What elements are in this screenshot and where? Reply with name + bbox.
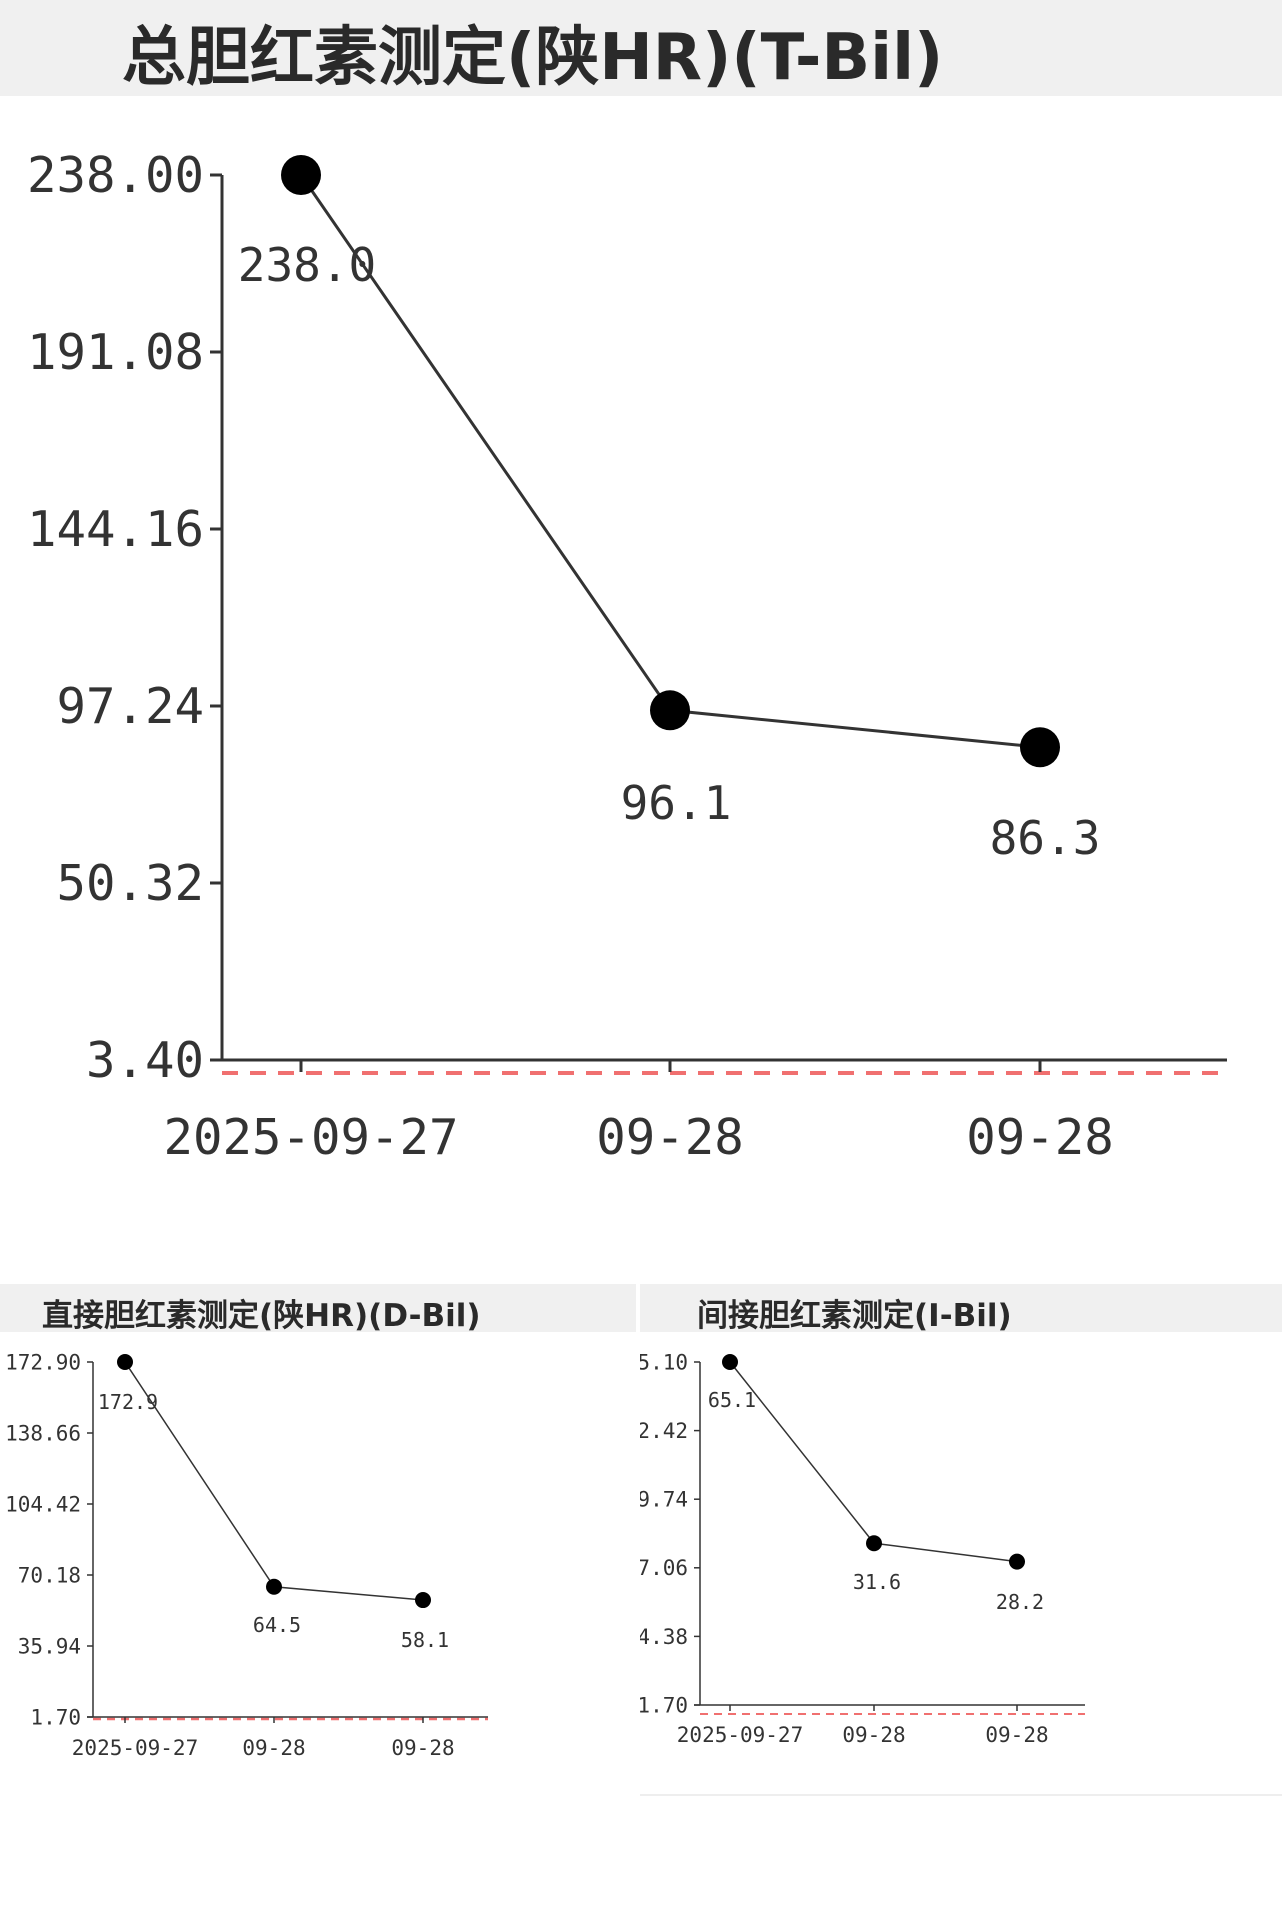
x-tick-label: 09-28 — [596, 1109, 744, 1166]
series-line — [124, 1361, 424, 1601]
y-tick-label: 238.00 — [27, 147, 204, 204]
chart-total-bilirubin: 238.00 191.08 144.16 97.24 50.32 3.40 2025-09-… — [0, 96, 1282, 1246]
divider — [640, 1794, 1282, 1796]
x-tick-label: 09-28 — [985, 1723, 1048, 1747]
x-tick-label: 09-28 — [842, 1723, 905, 1747]
chart-indirect-bilirubin: 65.10 52.42 39.74 27.06 14.38 1.70 2025-09-27 0… — [640, 1332, 1282, 1792]
y-tick-label: 50.32 — [56, 855, 204, 912]
y-tick-label: 104.42 — [5, 1492, 81, 1516]
data-label: 172.9 — [98, 1390, 158, 1414]
data-label: 28.2 — [996, 1590, 1044, 1614]
data-label: 86.3 — [990, 811, 1101, 865]
data-point — [281, 155, 321, 195]
y-tick-label: 35.94 — [18, 1634, 81, 1658]
data-label: 31.6 — [853, 1570, 901, 1594]
y-tick-label: 172.90 — [5, 1350, 81, 1374]
y-tick-label: 70.18 — [18, 1563, 81, 1587]
chart-direct-bilirubin: 172.90 138.66 104.42 70.18 35.94 1.70 2025-09-… — [0, 1332, 636, 1792]
data-point — [866, 1535, 882, 1552]
series-line — [299, 174, 1041, 749]
data-point — [650, 690, 690, 731]
y-tick-label: 1.70 — [30, 1705, 81, 1729]
y-tick-label: 14.38 — [640, 1625, 688, 1649]
y-tick-label: 65.10 — [640, 1350, 688, 1374]
y-tick-label: 97.24 — [56, 678, 204, 735]
y-tick-label: 138.66 — [5, 1421, 81, 1445]
y-tick-label: 39.74 — [640, 1488, 688, 1512]
data-label: 65.1 — [708, 1388, 756, 1412]
x-tick-label: 09-28 — [242, 1736, 305, 1760]
x-tick-label: 2025-09-27 — [163, 1109, 458, 1166]
data-point — [415, 1592, 431, 1609]
data-label: 58.1 — [401, 1628, 449, 1652]
title-band-indirect — [640, 1284, 1282, 1332]
data-label: 96.1 — [621, 776, 732, 830]
title-band-direct — [0, 1284, 636, 1332]
x-tick-label: 09-28 — [391, 1736, 454, 1760]
y-tick-label: 144.16 — [27, 501, 204, 558]
chart-svg: 172.90 138.66 104.42 70.18 35.94 1.70 2025-09-… — [5, 1350, 488, 1760]
x-tick-label: 09-28 — [966, 1109, 1114, 1166]
y-tick-label: 1.70 — [640, 1693, 688, 1717]
chart-title-indirect-bilirubin: 间接胆红素测定(I-Bil) — [697, 1298, 1012, 1334]
y-tick-label: 27.06 — [640, 1556, 688, 1580]
y-tick-label: 191.08 — [27, 324, 204, 381]
y-tick-label: 3.40 — [86, 1032, 204, 1089]
x-tick-label: 2025-09-27 — [72, 1736, 198, 1760]
x-tick-label: 2025-09-27 — [677, 1723, 803, 1747]
title-band-total — [0, 0, 1282, 96]
data-point — [1020, 727, 1060, 768]
chart-svg: 65.10 52.42 39.74 27.06 14.38 1.70 2025-09-27 0… — [640, 1350, 1085, 1747]
data-point — [266, 1578, 282, 1595]
data-label: 238.0 — [238, 238, 376, 292]
chart-svg: 238.00 191.08 144.16 97.24 50.32 3.40 2025-09-… — [27, 147, 1227, 1166]
y-tick-label: 52.42 — [640, 1419, 688, 1443]
data-point — [722, 1354, 738, 1370]
data-point — [1009, 1553, 1025, 1570]
data-point — [117, 1354, 133, 1370]
chart-title-direct-bilirubin: 直接胆红素测定(陕HR)(D-Bil) — [42, 1298, 481, 1334]
data-label: 64.5 — [253, 1613, 301, 1637]
chart-title-total-bilirubin: 总胆红素测定(陕HR)(T-Bil) — [122, 21, 944, 95]
series-line — [729, 1361, 1018, 1563]
